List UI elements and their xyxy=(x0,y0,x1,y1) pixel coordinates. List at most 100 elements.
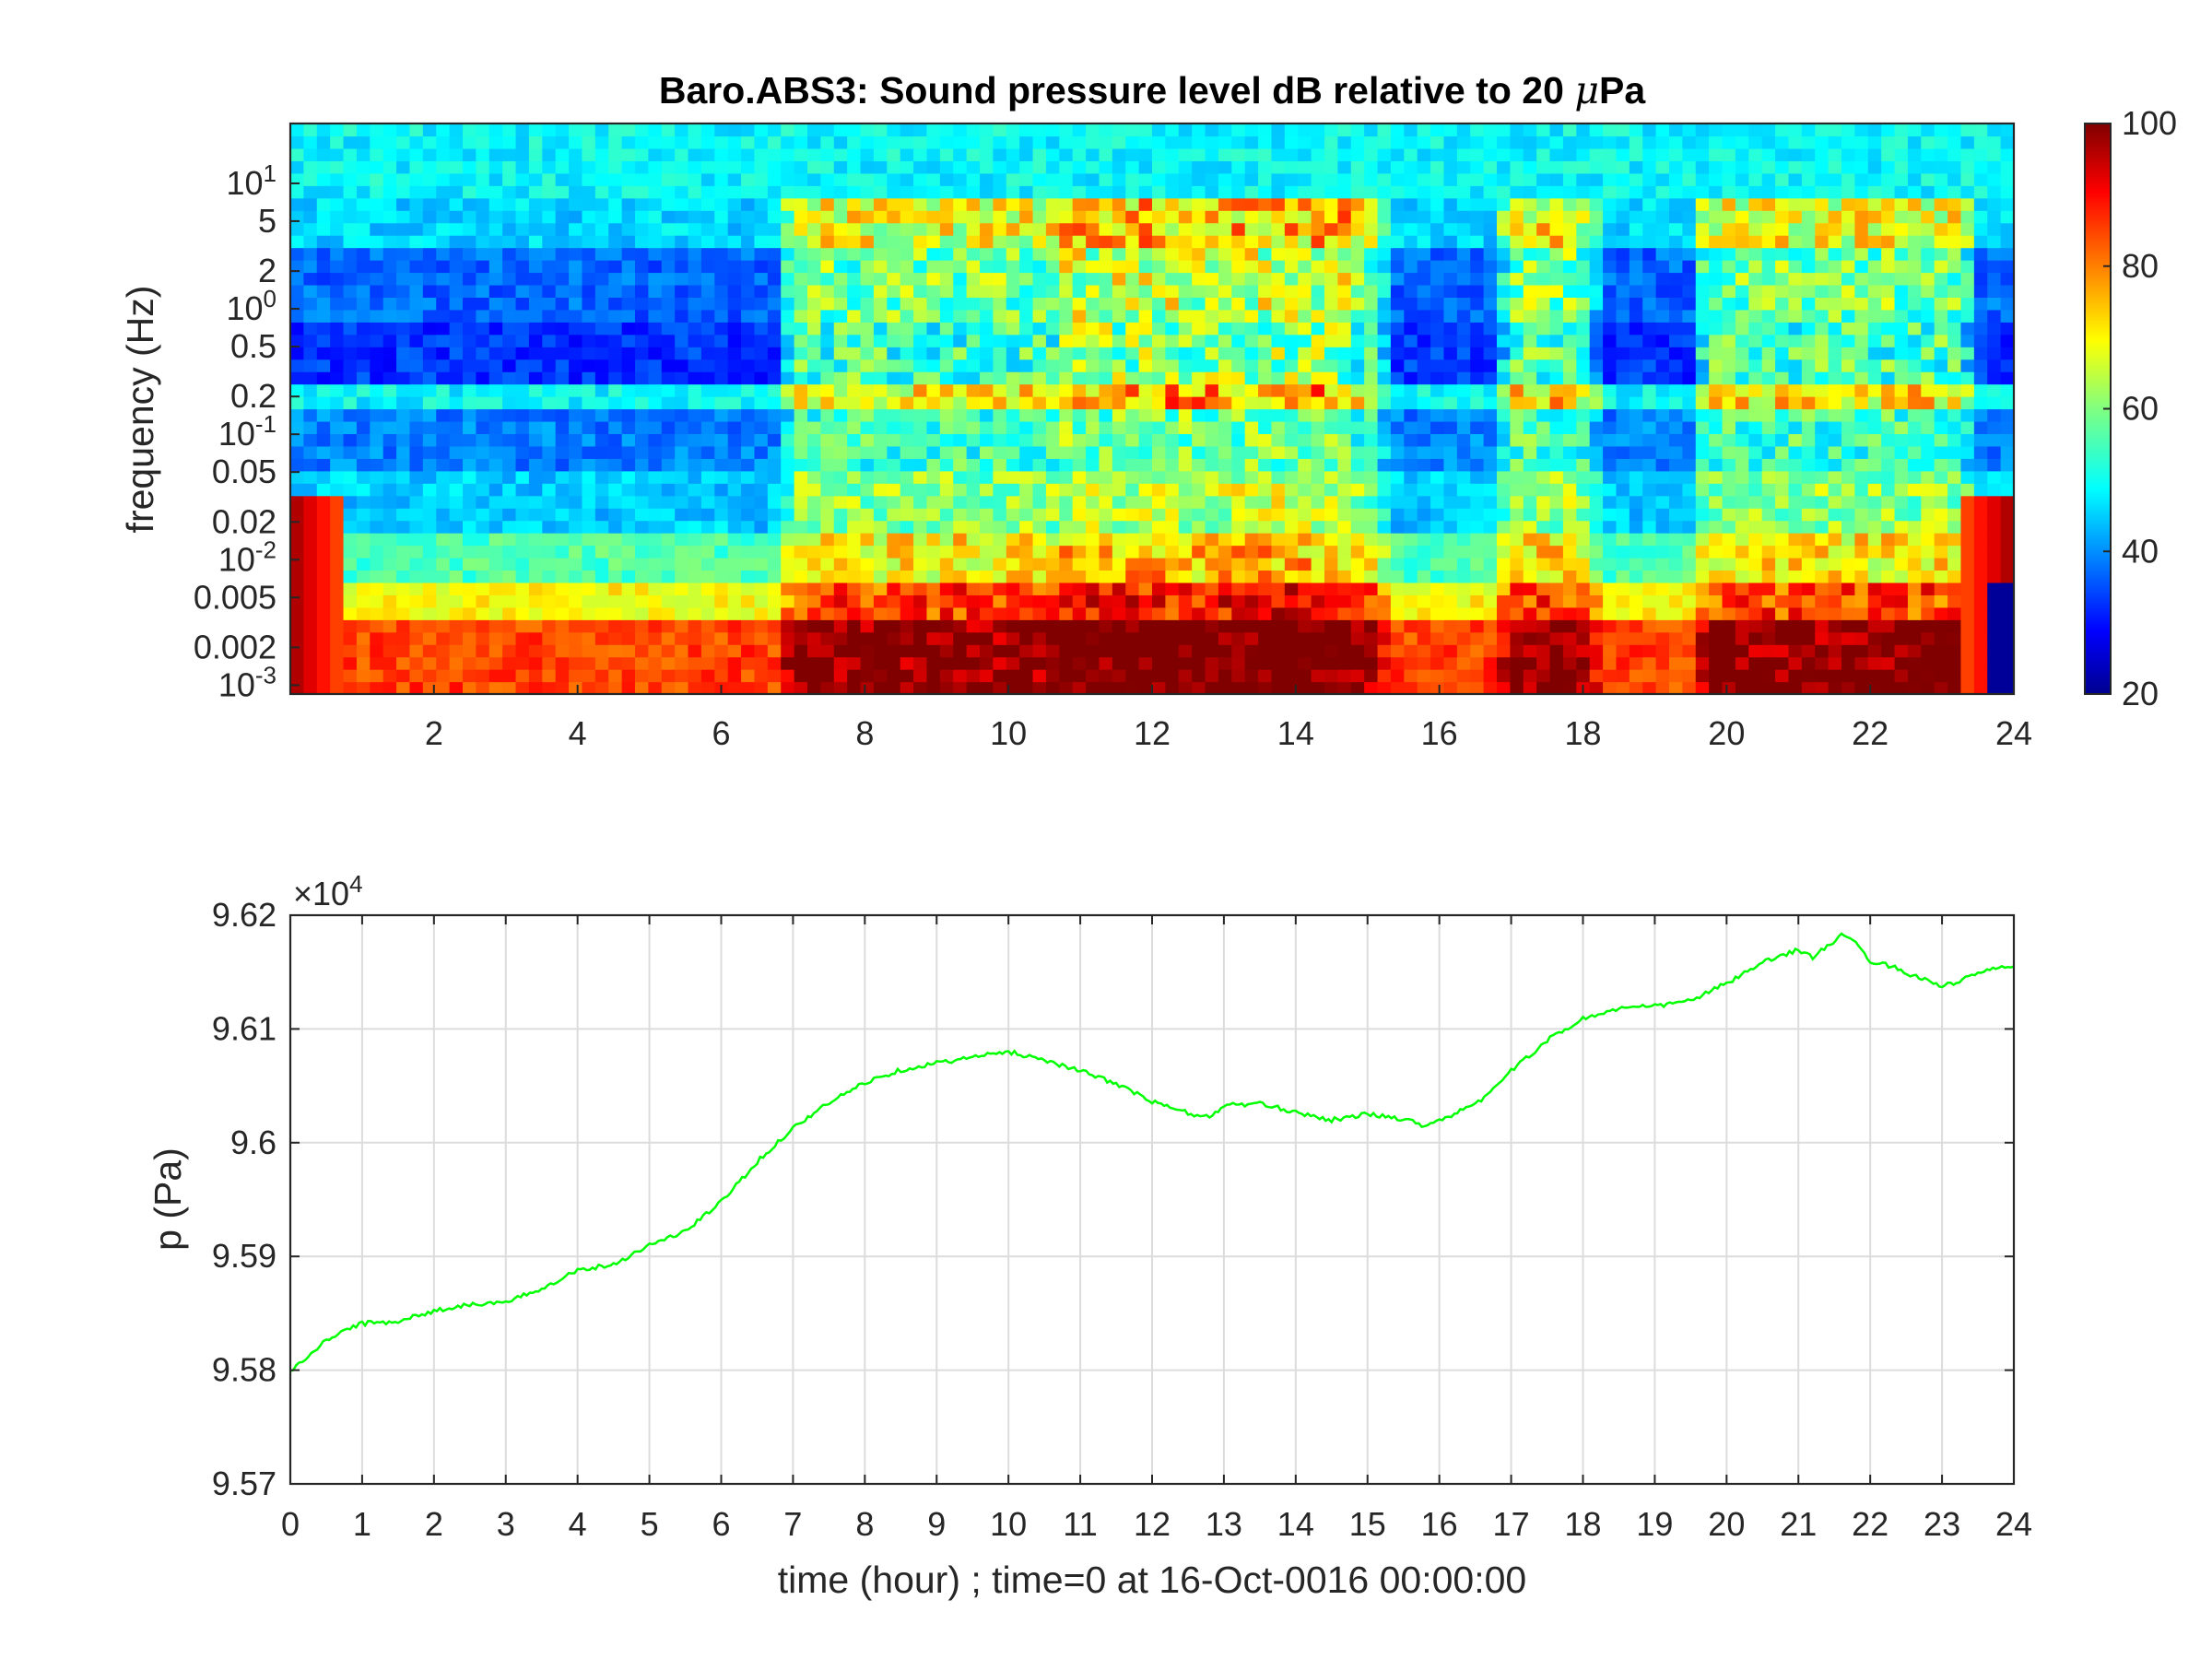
spectrogram-cell xyxy=(2000,309,2014,323)
spectrogram-cell xyxy=(1921,483,1936,497)
spectrogram-cell xyxy=(1178,408,1193,422)
spectrogram-cell xyxy=(794,594,808,608)
spectrogram-cell xyxy=(1748,483,1763,497)
spectrogram-cell xyxy=(1682,470,1697,484)
spectrogram-cell xyxy=(1258,594,1273,608)
spectrogram-cell xyxy=(1192,470,1206,484)
spectrogram-cell xyxy=(528,656,543,670)
spectrogram-cell xyxy=(688,235,702,249)
spectrogram-cell xyxy=(1006,644,1020,658)
spectrogram-cell xyxy=(993,247,1007,261)
spectrogram-cell xyxy=(900,594,914,608)
spectrogram-cell xyxy=(1589,533,1604,547)
spectrogram-cell xyxy=(727,520,742,534)
spectrogram-cell xyxy=(1019,557,1034,571)
spectrogram-cell xyxy=(661,533,676,547)
spectrogram-cell xyxy=(290,347,304,360)
spectrogram-cell xyxy=(661,334,676,347)
spectrogram-cell xyxy=(1775,371,1790,385)
spectrogram-cell xyxy=(675,520,689,534)
spectrogram-cell xyxy=(1695,557,1710,571)
spectrogram-cell xyxy=(1112,396,1126,410)
spectrogram-cell xyxy=(1430,606,1445,620)
spectrogram-cell xyxy=(820,520,835,534)
spectrogram-cell xyxy=(926,383,941,397)
spectrogram-cell xyxy=(370,420,384,435)
spectrogram-cell xyxy=(608,260,623,274)
spectrogram-cell xyxy=(833,631,848,645)
spectrogram-cell xyxy=(754,272,769,286)
spectrogram-cell xyxy=(1218,570,1232,583)
spectrogram-cell xyxy=(860,309,875,323)
spectrogram-cell xyxy=(767,210,782,224)
spectrogram-cell xyxy=(409,669,424,683)
spectrogram-cell xyxy=(1377,433,1392,447)
spectrogram-cell xyxy=(488,508,503,522)
spectrogram-cell xyxy=(1125,545,1140,559)
spectrogram-cell xyxy=(594,570,609,583)
spectrogram-cell xyxy=(953,322,968,335)
spectrogram-cell xyxy=(290,570,304,583)
spectrogram-cell xyxy=(528,334,543,347)
spectrogram-cell xyxy=(1125,520,1140,534)
spectrogram-cell xyxy=(1324,458,1338,472)
spectrogram-cell xyxy=(1735,383,1749,397)
spectrogram-cell xyxy=(993,582,1007,595)
spectrogram-cell xyxy=(1510,284,1524,298)
spectrogram-cell xyxy=(648,284,663,298)
spectrogram-cell xyxy=(1032,470,1047,484)
spectrogram-cell xyxy=(330,681,345,694)
spectrogram-cell xyxy=(1775,235,1790,249)
spectrogram-cell xyxy=(661,458,676,472)
spectrogram-cell xyxy=(502,309,517,323)
spectrogram-cell xyxy=(356,383,371,397)
spectrogram-cell xyxy=(1947,495,1962,509)
spectrogram-cell xyxy=(1616,396,1630,410)
spectrogram-cell xyxy=(661,570,676,583)
spectrogram-cell xyxy=(1761,483,1776,497)
spectrogram-cell xyxy=(700,297,715,311)
spectrogram-cell xyxy=(569,334,583,347)
spectrogram-cell xyxy=(1616,606,1630,620)
spectrogram-cell xyxy=(1973,483,1988,497)
spectrogram-cell xyxy=(409,656,424,670)
spectrogram-cell xyxy=(1655,297,1670,311)
spectrogram-cell xyxy=(1589,656,1604,670)
spectrogram-cell xyxy=(714,334,729,347)
spectrogram-cell xyxy=(1404,533,1418,547)
spectrogram-cell xyxy=(330,533,345,547)
spectrogram-cell xyxy=(1456,347,1471,360)
spectrogram-cell xyxy=(1417,582,1431,595)
spectrogram-cell xyxy=(1456,371,1471,385)
spectrogram-cell xyxy=(1032,297,1047,311)
spectrogram-cell xyxy=(463,644,477,658)
spectrogram-cell xyxy=(1430,408,1445,422)
spectrogram-cell xyxy=(1497,557,1511,571)
spectrogram-cell xyxy=(396,284,411,298)
spectrogram-cell xyxy=(1112,309,1126,323)
spectrogram-cell xyxy=(1722,619,1736,633)
spectrogram-cell xyxy=(1828,222,1842,236)
spectrogram-cell xyxy=(1867,334,1882,347)
spectrogram-cell xyxy=(1258,272,1273,286)
spectrogram-cell xyxy=(1311,557,1325,571)
spectrogram-cell xyxy=(1298,297,1312,311)
spectrogram-cell xyxy=(926,433,941,447)
spectrogram-cell xyxy=(1337,594,1352,608)
spectrogram-cell xyxy=(807,458,821,472)
spectrogram-cell xyxy=(1788,322,1803,335)
spectrogram-cell xyxy=(1059,619,1074,633)
spectrogram-cell xyxy=(528,260,543,274)
spectrogram-cell xyxy=(1881,235,1896,249)
spectrogram-cell xyxy=(502,533,517,547)
spectrogram-cell xyxy=(396,272,411,286)
spectrogram-cell xyxy=(1655,582,1670,595)
spectrogram-cell xyxy=(303,371,318,385)
spectrogram-cell xyxy=(1576,297,1591,311)
spectrogram-cell xyxy=(1298,284,1312,298)
spectrogram-cell xyxy=(1218,383,1232,397)
spectrogram-cell xyxy=(1536,483,1551,497)
spectrogram-cell xyxy=(1669,458,1683,472)
spectrogram-cell xyxy=(1907,483,1922,497)
spectrogram-cell xyxy=(1072,606,1087,620)
